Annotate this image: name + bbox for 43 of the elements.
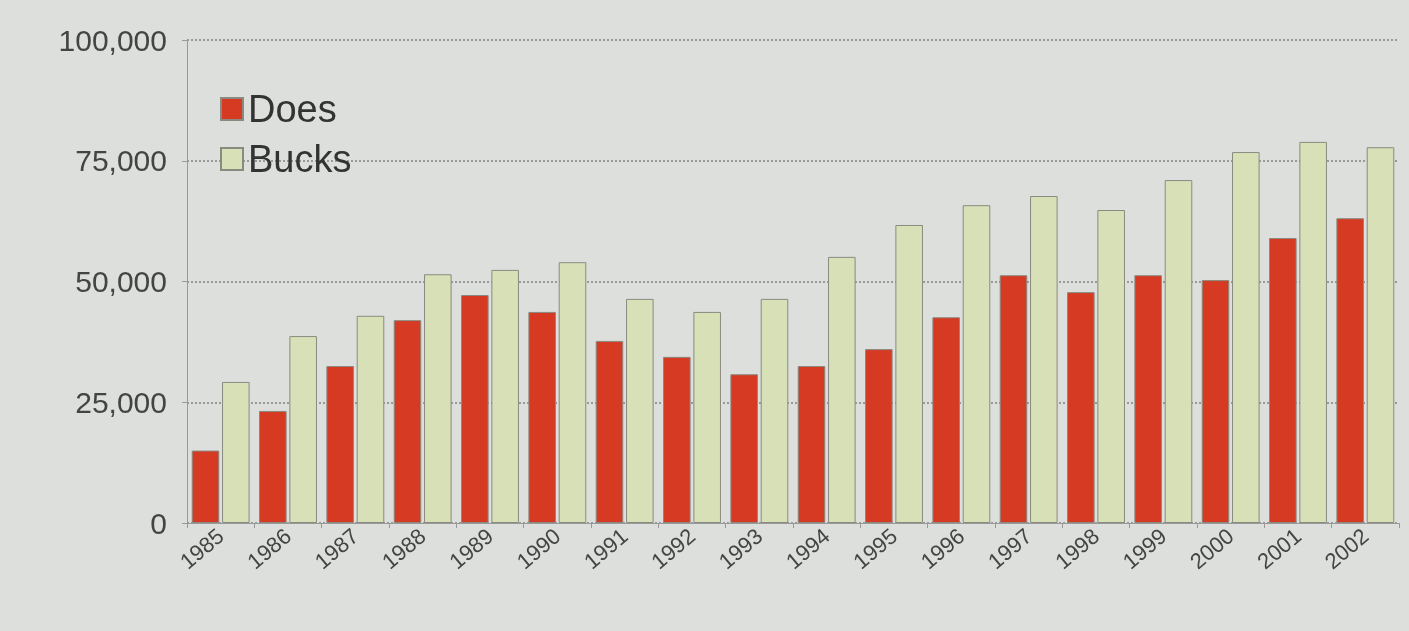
bar	[528, 311, 556, 523]
bar	[326, 366, 354, 523]
bar	[663, 356, 691, 523]
bar	[693, 311, 721, 523]
bar	[222, 381, 250, 523]
bar	[356, 315, 385, 523]
bar	[393, 320, 422, 523]
bar	[1134, 275, 1162, 523]
legend-label: Does	[248, 88, 337, 130]
bar	[1299, 141, 1327, 523]
bar	[895, 224, 923, 523]
bar	[259, 410, 287, 523]
bar	[461, 295, 489, 523]
bar	[1201, 280, 1230, 523]
bar	[491, 269, 519, 523]
bar	[191, 450, 220, 523]
bar	[595, 340, 624, 523]
bar	[1269, 238, 1297, 523]
bar	[797, 366, 826, 523]
bar	[289, 336, 317, 523]
bar	[999, 275, 1028, 523]
bar	[1232, 152, 1260, 523]
bar	[730, 374, 758, 523]
bar	[1067, 292, 1095, 523]
bar	[626, 298, 654, 523]
bar	[1164, 180, 1193, 523]
bar	[760, 298, 789, 523]
bar	[865, 349, 893, 523]
legend-label: Bucks	[248, 138, 352, 180]
bar	[962, 205, 991, 523]
y-tick-label: 25,000	[75, 385, 167, 419]
y-tick-label: 0	[150, 506, 167, 540]
y-tick-label: 75,000	[75, 144, 167, 178]
bar	[1030, 196, 1058, 523]
bar	[1097, 210, 1125, 523]
bar	[1336, 218, 1364, 523]
bar	[932, 317, 960, 523]
y-tick-label: 100,000	[58, 23, 167, 57]
bar	[558, 262, 587, 523]
y-tick-label: 50,000	[75, 265, 167, 298]
bar	[828, 256, 856, 523]
bar	[1366, 147, 1395, 523]
bar	[424, 274, 452, 523]
